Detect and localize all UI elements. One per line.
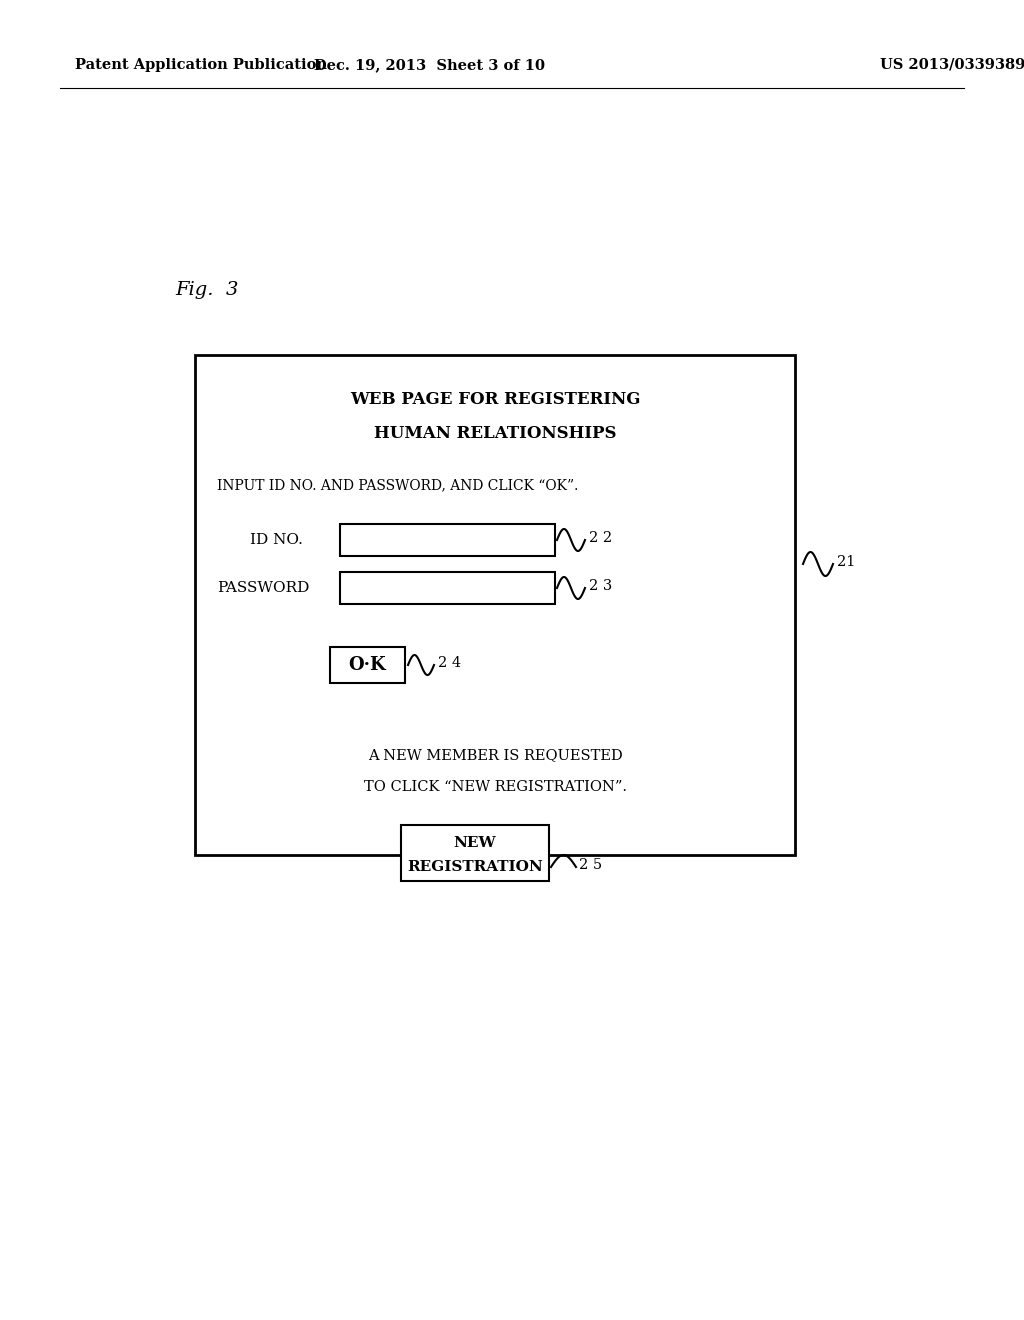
- Text: HUMAN RELATIONSHIPS: HUMAN RELATIONSHIPS: [374, 425, 616, 441]
- Text: INPUT ID NO. AND PASSWORD, AND CLICK “OK”.: INPUT ID NO. AND PASSWORD, AND CLICK “OK…: [217, 478, 579, 492]
- Text: Fig.  3: Fig. 3: [175, 281, 239, 300]
- Bar: [330, 647, 406, 682]
- Text: O·K: O·K: [349, 656, 386, 675]
- Text: Dec. 19, 2013  Sheet 3 of 10: Dec. 19, 2013 Sheet 3 of 10: [314, 58, 546, 73]
- Text: Patent Application Publication: Patent Application Publication: [75, 58, 327, 73]
- Text: A NEW MEMBER IS REQUESTED: A NEW MEMBER IS REQUESTED: [368, 748, 623, 762]
- Bar: [401, 825, 549, 880]
- Bar: [340, 524, 555, 556]
- Text: TO CLICK “NEW REGISTRATION”.: TO CLICK “NEW REGISTRATION”.: [364, 780, 627, 795]
- Text: REGISTRATION: REGISTRATION: [408, 861, 543, 874]
- Text: ID NO.: ID NO.: [250, 533, 303, 546]
- Text: US 2013/0339389 A1: US 2013/0339389 A1: [880, 58, 1024, 73]
- Text: 21: 21: [837, 554, 855, 569]
- Text: 2 2: 2 2: [589, 531, 612, 545]
- Text: 2 3: 2 3: [589, 579, 612, 593]
- Text: 2 4: 2 4: [438, 656, 461, 671]
- Bar: [195, 355, 795, 855]
- Text: 2 5: 2 5: [579, 858, 602, 873]
- Text: PASSWORD: PASSWORD: [217, 581, 309, 595]
- Text: WEB PAGE FOR REGISTERING: WEB PAGE FOR REGISTERING: [350, 392, 640, 408]
- Bar: [340, 572, 555, 605]
- Text: NEW: NEW: [454, 836, 497, 850]
